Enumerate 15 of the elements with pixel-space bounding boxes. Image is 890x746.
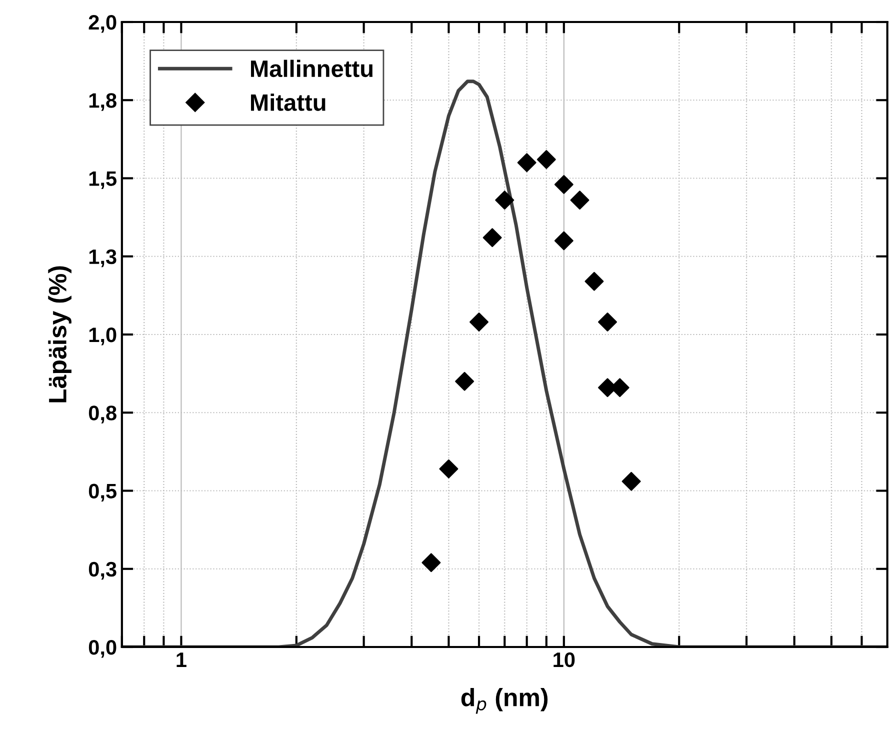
y-tick-label: 1,5 [89,171,116,190]
x-tick-label: 10 [554,652,575,668]
y-tick-label: 1,3 [89,249,116,268]
y-tick-label: 2,0 [88,15,116,33]
y-tick-label: 1,0 [89,328,116,346]
y-axis-title: Läpäisy (%) [48,266,72,402]
legend-label: Mallinnettu [251,60,372,78]
x-tick-label: 1 [176,652,186,667]
y-tick-label: 0,0 [88,640,116,658]
y-tick-label: 0,8 [88,406,116,424]
y-tick-label: 1,8 [89,93,116,111]
legend-label: Mitattu [251,94,326,111]
x-axis-title: d$_{p}$ (nm) [461,688,548,714]
y-tick-label: 0,3 [88,562,116,580]
y-tick-label: 0,5 [88,484,116,502]
